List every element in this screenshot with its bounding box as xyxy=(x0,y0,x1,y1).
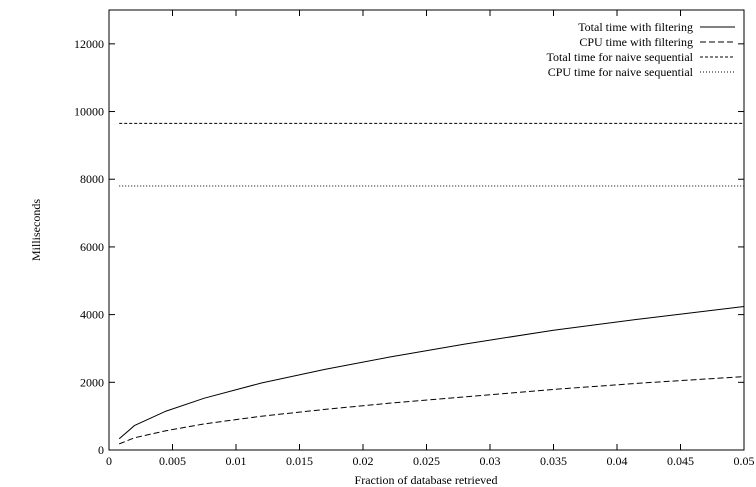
y-axis-label: Milliseconds xyxy=(29,199,43,261)
x-axis-ticks: 0 0.005 0.01 0.015 0.02 0.025 0.03 0.035 0.04 0.0… xyxy=(106,10,755,468)
series-line-1 xyxy=(118,306,745,440)
y-tick-label: 2000 xyxy=(80,375,104,389)
legend-label: Total time with filtering xyxy=(578,20,693,34)
legend-label: Total time for naive sequential xyxy=(547,50,694,64)
x-tick-label: 0.015 xyxy=(286,454,313,468)
series-line-2 xyxy=(119,376,745,445)
x-tick-label: 0.04 xyxy=(607,454,628,468)
x-axis-label: Fraction of database retrieved xyxy=(355,473,498,487)
x-tick-label: 0.01 xyxy=(226,454,247,468)
y-tick-label: 6000 xyxy=(80,240,104,254)
legend-label: CPU time with filtering xyxy=(579,35,693,49)
series-lines xyxy=(118,122,745,445)
y-tick-label: 12000 xyxy=(74,37,104,51)
x-tick-label: 0.045 xyxy=(667,454,694,468)
y-tick-label: 8000 xyxy=(80,172,104,186)
y-tick-label: 0 xyxy=(98,443,104,457)
legend-label: CPU time for naive sequential xyxy=(548,65,694,79)
x-tick-label: 0.03 xyxy=(480,454,501,468)
y-axis-ticks: 0 2000 4000 6000 8000 10000 12000 xyxy=(74,37,744,457)
x-tick-label: 0.005 xyxy=(159,454,186,468)
x-tick-label: 0.025 xyxy=(413,454,440,468)
x-tick-label: 0.035 xyxy=(540,454,567,468)
x-tick-label: 0 xyxy=(106,454,112,468)
x-tick-label: 0.02 xyxy=(353,454,374,468)
y-tick-label: 4000 xyxy=(80,308,104,322)
x-tick-label: 0.05 xyxy=(734,454,755,468)
y-tick-label: 10000 xyxy=(74,105,104,119)
